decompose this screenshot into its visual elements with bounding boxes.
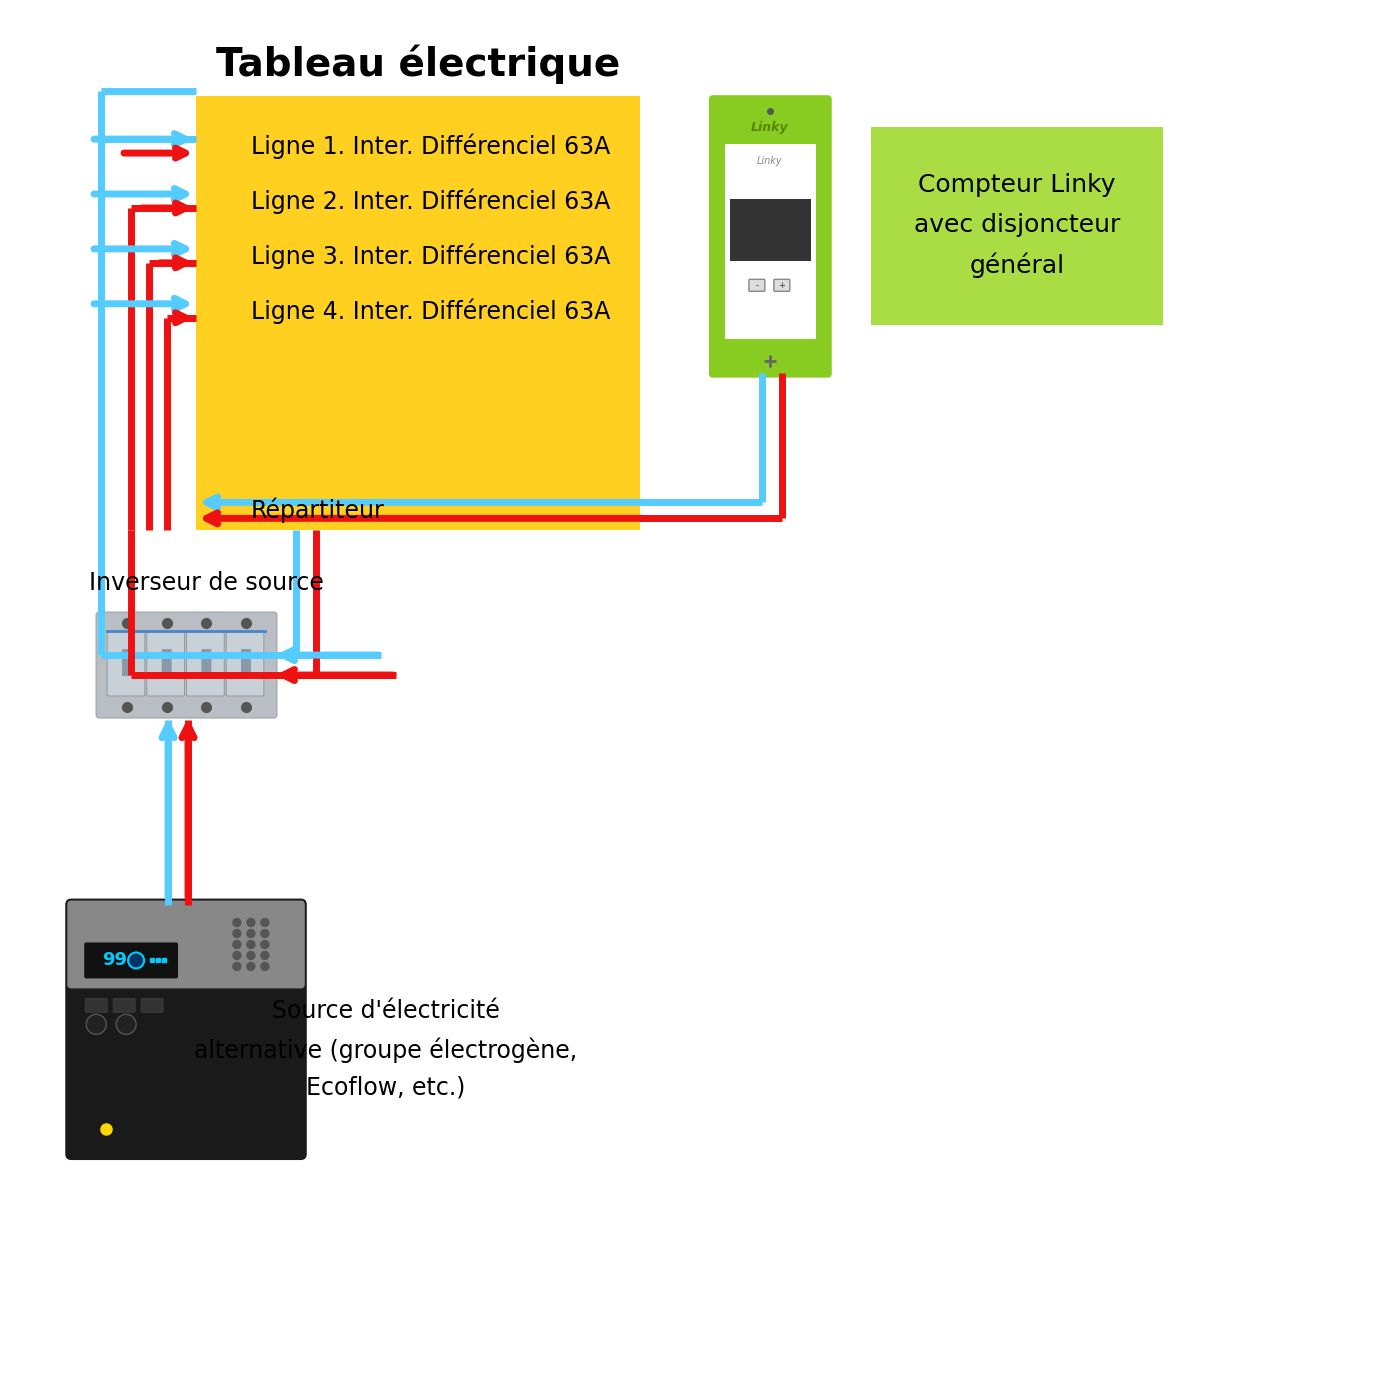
Circle shape: [233, 940, 240, 948]
Circle shape: [261, 962, 268, 970]
FancyBboxPatch shape: [201, 649, 211, 676]
Circle shape: [261, 951, 268, 959]
FancyBboxPatch shape: [141, 999, 164, 1013]
Text: Tableau électrique: Tableau électrique: [215, 45, 621, 84]
FancyBboxPatch shape: [113, 999, 136, 1013]
Text: Ligne 4. Inter. Différenciel 63A: Ligne 4. Inter. Différenciel 63A: [250, 299, 611, 323]
FancyBboxPatch shape: [709, 95, 832, 377]
FancyBboxPatch shape: [96, 612, 277, 718]
Circle shape: [233, 951, 240, 959]
Circle shape: [247, 919, 254, 926]
Text: +: +: [779, 281, 786, 290]
Circle shape: [247, 951, 254, 959]
Circle shape: [247, 962, 254, 970]
Circle shape: [247, 940, 254, 948]
FancyBboxPatch shape: [162, 649, 172, 676]
Text: Source d'électricité
alternative (groupe électrogène,
Ecoflow, etc.): Source d'électricité alternative (groupe…: [194, 999, 577, 1099]
Circle shape: [261, 940, 268, 948]
Circle shape: [247, 930, 254, 937]
Circle shape: [233, 962, 240, 970]
FancyBboxPatch shape: [108, 632, 145, 696]
Circle shape: [233, 919, 240, 926]
Circle shape: [261, 919, 268, 926]
Circle shape: [116, 1014, 136, 1035]
FancyBboxPatch shape: [196, 96, 640, 530]
FancyBboxPatch shape: [749, 279, 765, 292]
Text: -: -: [755, 281, 758, 290]
Text: 99: 99: [102, 951, 127, 970]
FancyBboxPatch shape: [186, 632, 224, 696]
Text: Répartiteur: Répartiteur: [250, 498, 384, 523]
FancyBboxPatch shape: [240, 649, 252, 676]
Text: Ligne 3. Inter. Différenciel 63A: Ligne 3. Inter. Différenciel 63A: [250, 244, 611, 268]
Text: Linky: Linky: [758, 155, 783, 166]
Circle shape: [261, 930, 268, 937]
FancyBboxPatch shape: [730, 198, 811, 261]
Text: Ligne 1. Inter. Différenciel 63A: Ligne 1. Inter. Différenciel 63A: [250, 133, 610, 158]
FancyBboxPatch shape: [774, 279, 790, 292]
FancyBboxPatch shape: [66, 899, 306, 1160]
Text: Inverseur de source: Inverseur de source: [89, 571, 324, 596]
FancyBboxPatch shape: [147, 632, 185, 696]
Text: Compteur Linky
avec disjoncteur
général: Compteur Linky avec disjoncteur général: [914, 173, 1120, 278]
Circle shape: [233, 930, 240, 937]
Text: Ligne 2. Inter. Différenciel 63A: Ligne 2. Inter. Différenciel 63A: [250, 189, 611, 213]
FancyBboxPatch shape: [67, 900, 305, 988]
Circle shape: [129, 952, 144, 969]
Text: Linky: Linky: [751, 121, 788, 133]
FancyBboxPatch shape: [85, 999, 108, 1013]
FancyBboxPatch shape: [871, 127, 1163, 325]
FancyBboxPatch shape: [226, 632, 264, 696]
FancyBboxPatch shape: [726, 144, 816, 338]
FancyBboxPatch shape: [84, 943, 178, 978]
Circle shape: [87, 1014, 106, 1035]
FancyBboxPatch shape: [122, 649, 131, 676]
